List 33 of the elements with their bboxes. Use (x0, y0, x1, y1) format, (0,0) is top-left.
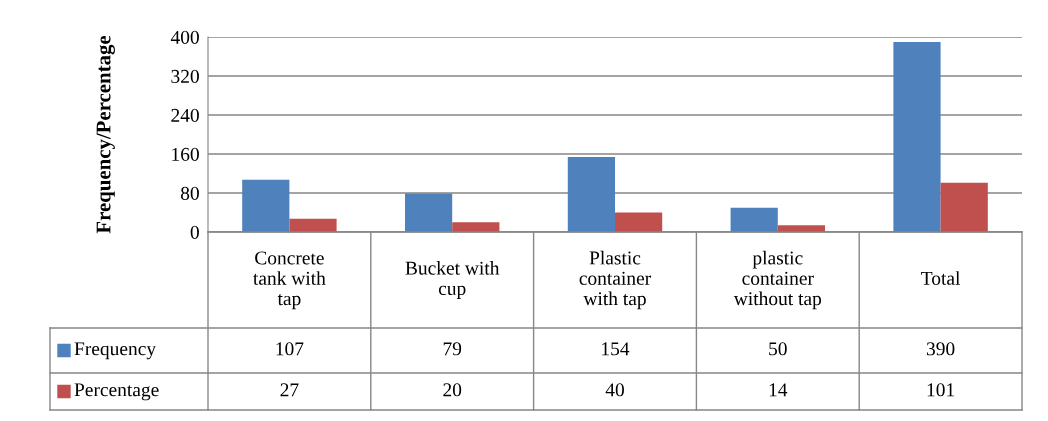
bar (940, 182, 988, 232)
x-tick-label: Bucket with cup (405, 261, 500, 299)
data-label: 390 (926, 342, 955, 356)
bar (893, 41, 941, 232)
x-tick-label: Total (921, 271, 961, 285)
legend-label: Frequency (74, 342, 156, 360)
x-tick-label: Concrete tank with tap (253, 251, 326, 310)
legend-label: Percentage (74, 383, 159, 401)
y-tick-label: 160 (172, 147, 199, 161)
x-tick-label: Plastic container with tap (579, 250, 651, 310)
y-tick-label: 400 (170, 30, 199, 44)
y-axis-title: Frequency/Percentage (96, 35, 115, 234)
bar (567, 156, 615, 232)
y-tick-label: 0 (190, 225, 199, 239)
y-tick-label: 320 (171, 69, 199, 83)
bar (289, 218, 337, 232)
data-label: 20 (443, 383, 462, 397)
data-label: 14 (769, 383, 788, 397)
data-label: 40 (605, 383, 624, 397)
data-label: 154 (602, 342, 630, 356)
data-label: 50 (769, 342, 787, 356)
y-tick-label: 240 (171, 108, 199, 122)
y-tick-label: 80 (180, 186, 199, 200)
data-label: 107 (276, 342, 304, 356)
bar (452, 222, 500, 232)
bar (615, 212, 663, 232)
bar (730, 207, 778, 232)
data-label: 79 (443, 342, 462, 356)
data-label: 27 (280, 383, 299, 397)
bar (404, 193, 453, 232)
x-tick-label: plastic container without tap (733, 250, 822, 310)
data-label: 101 (927, 383, 955, 397)
bar (242, 179, 290, 232)
